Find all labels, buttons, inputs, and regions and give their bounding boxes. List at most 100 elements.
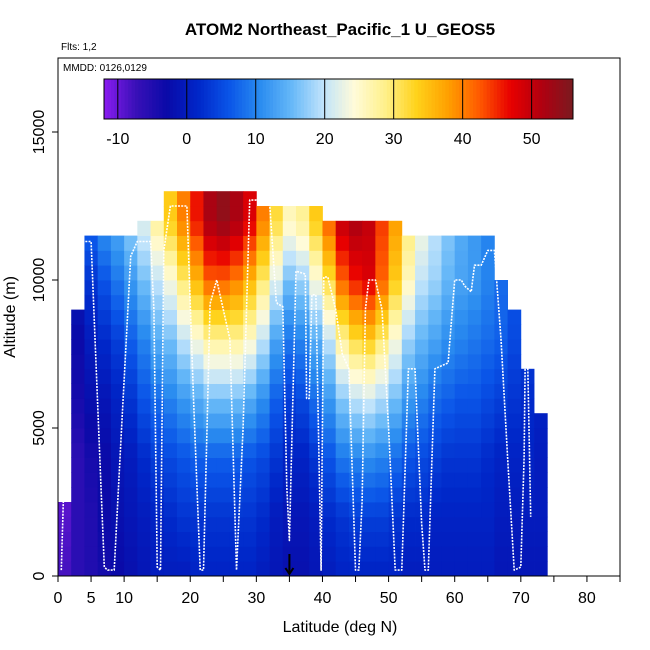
colorbar-swatch <box>541 79 546 119</box>
heatmap-cell <box>388 220 403 236</box>
heatmap-cell <box>203 413 218 429</box>
colorbar-tick-label: 30 <box>385 131 403 148</box>
heatmap-cell <box>163 265 178 281</box>
heatmap-cell <box>441 309 456 325</box>
colorbar-swatch <box>110 79 115 119</box>
heatmap-cell <box>256 516 270 532</box>
heatmap-cell <box>296 265 310 281</box>
heatmap-cell <box>269 280 284 296</box>
heatmap-cell <box>256 428 270 444</box>
heatmap-cell <box>428 324 442 340</box>
heatmap-cell <box>71 472 85 488</box>
heatmap-cell <box>163 309 178 325</box>
heatmap-cell <box>137 220 151 236</box>
heatmap-cell <box>428 531 442 547</box>
colorbar-swatch <box>348 79 353 119</box>
heatmap-cell <box>507 339 522 355</box>
heatmap-cell <box>124 280 138 296</box>
heatmap-cell <box>256 235 270 251</box>
heatmap-cell <box>203 220 218 236</box>
heatmap-cell <box>137 428 151 444</box>
heatmap-cell <box>229 516 244 532</box>
heatmap-cell <box>163 250 178 266</box>
heatmap-cell <box>229 546 244 562</box>
heatmap-cell <box>454 561 469 577</box>
heatmap-cell <box>481 265 495 281</box>
heatmap-cell <box>137 516 151 532</box>
heatmap-cell <box>401 354 416 370</box>
colorbar-swatch <box>421 79 426 119</box>
heatmap-cell <box>309 561 323 577</box>
heatmap-cell <box>216 206 231 222</box>
heatmap-cell <box>177 561 191 577</box>
heatmap-cell <box>296 309 310 325</box>
heatmap-cell <box>520 561 535 577</box>
heatmap-cell <box>150 280 165 296</box>
colorbar-swatch <box>493 79 498 119</box>
colorbar-swatch <box>166 79 171 119</box>
heatmap-cell <box>454 531 469 547</box>
heatmap-cell <box>415 546 429 562</box>
heatmap-cell <box>335 235 350 251</box>
heatmap-cell <box>256 442 270 458</box>
heatmap-cell <box>296 428 310 444</box>
heatmap-cell <box>269 250 284 266</box>
heatmap-cell <box>269 428 284 444</box>
plot-frame <box>57 57 621 577</box>
heatmap-cell <box>296 368 310 384</box>
colorbar-swatch <box>483 79 488 119</box>
heatmap-cell <box>441 398 456 414</box>
heatmap-cell <box>415 413 429 429</box>
heatmap-cell <box>269 324 284 340</box>
heatmap-cell <box>362 280 376 296</box>
heatmap-cell <box>71 531 85 547</box>
heatmap-cell <box>388 413 403 429</box>
heatmap-cell <box>97 383 112 399</box>
heatmap-cell <box>110 561 125 577</box>
heatmap-cell <box>296 324 310 340</box>
heatmap-cell <box>348 472 363 488</box>
heatmap-cell <box>216 442 231 458</box>
heatmap-cell <box>243 354 257 370</box>
heatmap-cell <box>110 368 125 384</box>
heatmap-cell <box>507 413 522 429</box>
heatmap-cell <box>362 250 376 266</box>
heatmap-cell <box>467 457 482 473</box>
colorbar-swatch <box>210 79 215 119</box>
heatmap-cell <box>335 516 350 532</box>
heatmap-cell <box>229 206 244 222</box>
heatmap-cell <box>415 339 429 355</box>
heatmap-cell <box>269 487 284 503</box>
heatmap-cell <box>110 398 125 414</box>
colorbar-swatch <box>545 79 550 119</box>
heatmap-cell <box>494 531 508 547</box>
heatmap-cell <box>282 294 297 310</box>
heatmap-cell <box>467 250 482 266</box>
heatmap-cell <box>84 265 99 281</box>
heatmap-cell <box>335 428 350 444</box>
heatmap-cell <box>296 235 310 251</box>
heatmap-cell <box>388 398 403 414</box>
heatmap-cell <box>97 280 112 296</box>
heatmap-cell <box>243 398 257 414</box>
heatmap-cell <box>322 368 337 384</box>
heatmap-cell <box>84 413 99 429</box>
heatmap-cell <box>177 235 191 251</box>
heatmap-cell <box>335 442 350 458</box>
heatmap-cell <box>177 472 191 488</box>
colorbar-swatch <box>476 79 481 119</box>
heatmap-cell <box>494 383 508 399</box>
heatmap-cell <box>150 265 165 281</box>
heatmap-cell <box>362 561 376 577</box>
colorbar-swatch <box>172 79 177 119</box>
heatmap-cell <box>441 235 456 251</box>
colorbar-swatch <box>400 79 405 119</box>
heatmap-cell <box>229 220 244 236</box>
heatmap-cell <box>309 280 323 296</box>
colorbar-swatch <box>341 79 346 119</box>
heatmap-cell <box>216 354 231 370</box>
colorbar-swatch <box>407 79 412 119</box>
heatmap-cell <box>282 428 297 444</box>
heatmap-cell <box>322 324 337 340</box>
heatmap-cell <box>534 428 548 444</box>
